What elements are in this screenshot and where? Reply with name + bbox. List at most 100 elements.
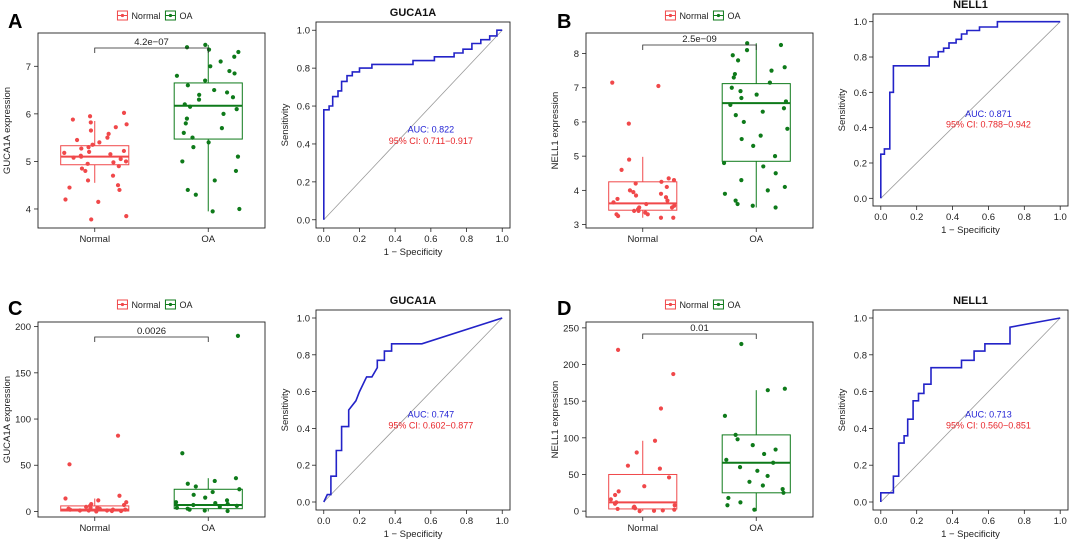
- data-point: [180, 159, 185, 164]
- data-point: [197, 92, 202, 97]
- x-tick-label: 0.2: [353, 234, 366, 245]
- legend-label-normal: Normal: [131, 11, 160, 21]
- y-tick-label: 0.2: [297, 461, 310, 472]
- legend-key-dot: [168, 13, 173, 18]
- y-tick-label: 4: [574, 186, 579, 197]
- significance-bracket: [642, 44, 757, 50]
- x-tick-label: OA: [749, 523, 763, 534]
- data-point: [739, 178, 744, 183]
- data-point: [739, 95, 744, 101]
- box-iqr: [721, 83, 791, 162]
- legend-label-oa: OA: [179, 300, 192, 310]
- data-point: [632, 506, 638, 511]
- x-tick-label: 0.0: [317, 234, 330, 245]
- data-point: [769, 68, 774, 73]
- data-point: [739, 341, 744, 347]
- x-tick-label: 0.2: [910, 212, 923, 223]
- data-point: [187, 104, 193, 109]
- data-point: [185, 481, 190, 486]
- data-point: [121, 110, 127, 116]
- significance-bracket: [94, 47, 209, 53]
- data-point: [90, 142, 95, 147]
- data-point: [113, 125, 118, 130]
- significance-bracket: [94, 336, 209, 342]
- plot-frame: [585, 321, 814, 518]
- data-point: [744, 48, 750, 53]
- data-point: [85, 178, 91, 183]
- data-point: [224, 90, 230, 95]
- data-point: [737, 465, 743, 470]
- data-point: [221, 111, 226, 116]
- x-tick-label: 1.0: [1054, 516, 1067, 527]
- data-point: [627, 157, 632, 162]
- data-point: [224, 498, 230, 503]
- data-point: [616, 489, 621, 494]
- y-tick-label: 200: [15, 322, 31, 333]
- x-tick-label: 0.4: [946, 516, 959, 527]
- data-point: [173, 500, 179, 505]
- x-tick-label: 0.6: [424, 516, 437, 527]
- data-point: [117, 493, 122, 498]
- x-tick-label: 0.8: [460, 234, 473, 245]
- auc-label: AUC: 0.822: [408, 125, 455, 135]
- data-point: [610, 80, 615, 85]
- box-iqr: [608, 181, 678, 211]
- data-point: [773, 447, 778, 452]
- box-oa: [721, 41, 791, 210]
- data-point: [218, 59, 223, 64]
- y-tick-label: 100: [563, 433, 579, 444]
- data-point: [634, 450, 639, 455]
- y-tick-label: 150: [563, 397, 579, 408]
- data-point: [773, 205, 778, 210]
- data-point: [731, 75, 736, 80]
- y-tick-label: 6: [26, 109, 31, 120]
- ci-label: 95% CI: 0.560−0.851: [946, 420, 1031, 430]
- data-point: [615, 213, 621, 219]
- x-tick-label: 1.0: [496, 516, 509, 527]
- data-point: [88, 120, 93, 125]
- data-point: [105, 135, 110, 140]
- data-point: [738, 500, 743, 505]
- data-point: [206, 140, 211, 145]
- data-point: [782, 184, 787, 190]
- data-point: [193, 192, 198, 197]
- box-iqr: [721, 434, 791, 494]
- data-point: [656, 83, 661, 89]
- data-point: [722, 413, 728, 418]
- data-point: [184, 116, 190, 121]
- data-point: [174, 505, 180, 510]
- data-point: [772, 154, 778, 159]
- data-point: [203, 495, 208, 500]
- boxplot-panel-c: Normal OA 0 50 100 150 200 GUCA1A expression Nor…: [2, 299, 266, 534]
- data-point: [666, 475, 672, 480]
- data-point: [760, 109, 765, 114]
- data-point: [203, 78, 208, 83]
- panel-label-b: B: [557, 11, 571, 33]
- auc-label: AUC: 0.713: [965, 409, 1012, 419]
- roc-curve: [323, 29, 503, 220]
- y-axis-label: Sensitivity: [837, 388, 848, 431]
- data-point: [724, 457, 729, 462]
- data-point: [181, 130, 186, 135]
- data-point: [671, 371, 676, 377]
- data-point: [184, 45, 190, 50]
- data-point: [771, 460, 776, 465]
- data-point: [115, 183, 121, 188]
- y-tick-label: 0.8: [297, 64, 310, 75]
- y-tick-label: 0.6: [297, 102, 310, 113]
- y-axis-label: Sensitivity: [280, 103, 291, 146]
- data-point: [652, 438, 658, 443]
- x-tick-label: 0.0: [874, 516, 887, 527]
- data-point: [67, 462, 72, 467]
- data-point: [636, 208, 641, 213]
- data-point: [84, 504, 89, 509]
- y-tick-label: 1.0: [854, 314, 867, 325]
- data-point: [751, 143, 756, 148]
- roc-panel-a: GUCA1A 0.0 0.0 0.2 0.2 0.4 0.4 0.6 0.6 0.8 0.8 1.0 1…: [280, 7, 511, 258]
- data-point: [118, 508, 124, 514]
- data-point: [651, 508, 657, 513]
- data-point: [745, 41, 750, 46]
- data-point: [67, 507, 73, 512]
- x-tick-label: Normal: [627, 523, 658, 534]
- y-tick-label: 6: [574, 117, 579, 128]
